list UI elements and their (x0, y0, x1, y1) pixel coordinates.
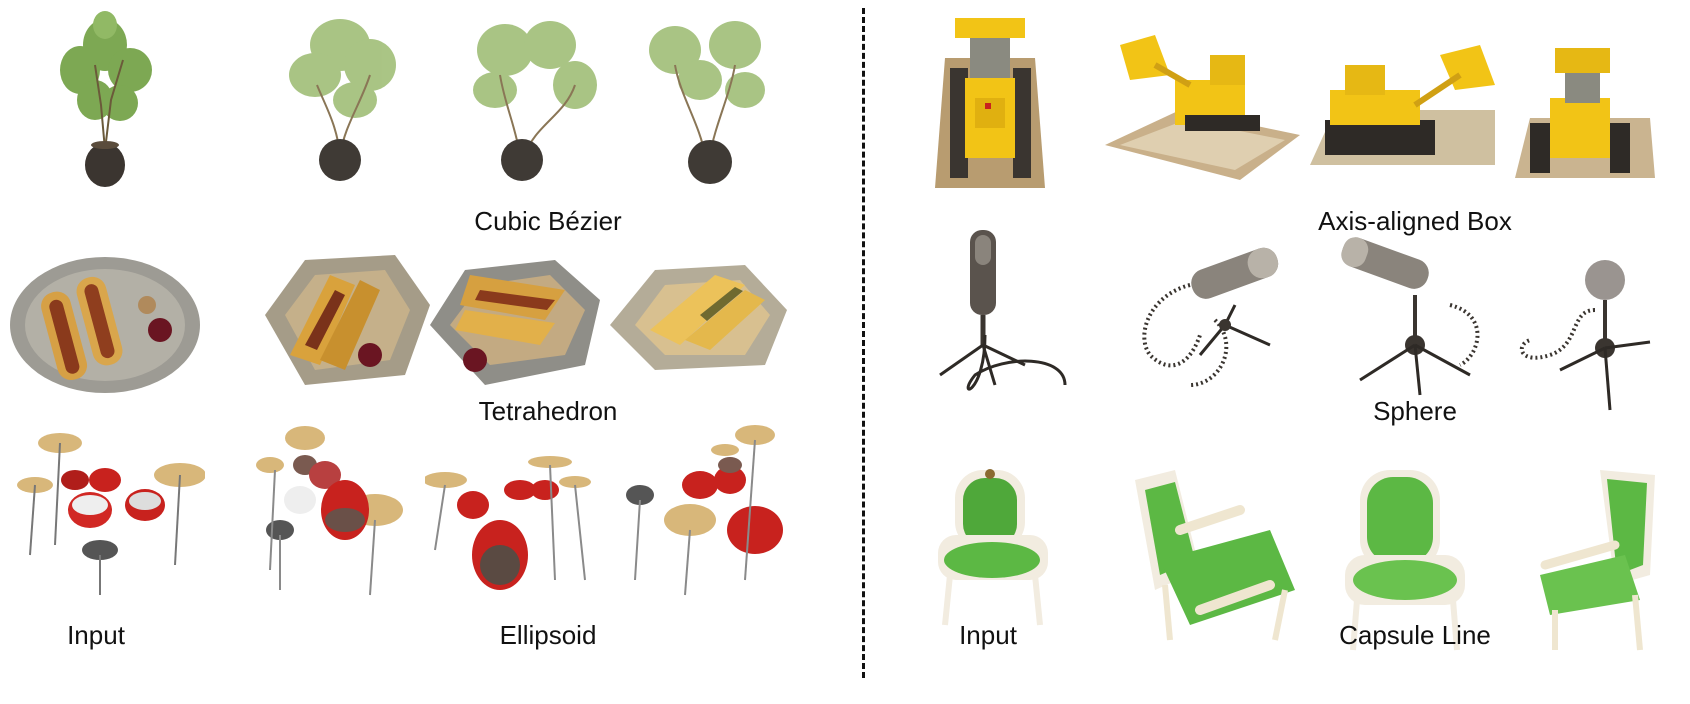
hotdog-tetrahedron-view-3 (605, 245, 790, 395)
input-label-right: Input (959, 620, 1017, 650)
drums-input-image (5, 425, 205, 615)
plant-pot (85, 143, 125, 187)
capsule-line-label: Capsule Line (1339, 620, 1491, 650)
microphone-sphere-view-3 (1510, 250, 1660, 420)
lego-input-image (925, 8, 1055, 193)
drums-ellipsoid-view-1 (245, 420, 445, 610)
plant-foliage (60, 11, 152, 121)
axis-aligned-box-label: Axis-aligned Box (1318, 206, 1512, 236)
hotdog-tetrahedron-view-2 (425, 245, 605, 395)
armchair-capsule-view-2 (1335, 465, 1475, 655)
hotdog-tetrahedron-view-1 (245, 245, 435, 395)
plant-bezier-view-2 (425, 5, 625, 195)
plant-input-image (5, 5, 205, 195)
lego-box-view-1 (1100, 25, 1300, 185)
dashed-divider (862, 8, 865, 678)
input-label-left: Input (67, 620, 125, 650)
armchair-capsule-view-1 (1120, 460, 1300, 650)
plant-bezier-view-3 (605, 5, 805, 195)
cubic-bezier-label: Cubic Bézier (474, 206, 622, 236)
microphone-sphere-view-2 (1330, 235, 1495, 415)
drums-ellipsoid-view-2 (425, 440, 625, 630)
microphone-input-image (925, 225, 1075, 400)
armchair-input-image (930, 460, 1055, 635)
plant-bezier-view-1 (245, 5, 445, 195)
lego-box-view-2 (1305, 35, 1500, 185)
armchair-capsule-view-3 (1535, 465, 1660, 655)
hotdog-input-image (5, 245, 205, 395)
sphere-label: Sphere (1373, 396, 1457, 426)
lego-box-view-3 (1510, 38, 1660, 183)
ellipsoid-label: Ellipsoid (499, 620, 597, 650)
drums-ellipsoid-view-3 (605, 420, 805, 610)
microphone-sphere-view-1 (1130, 235, 1300, 415)
tetrahedron-label: Tetrahedron (478, 396, 618, 426)
